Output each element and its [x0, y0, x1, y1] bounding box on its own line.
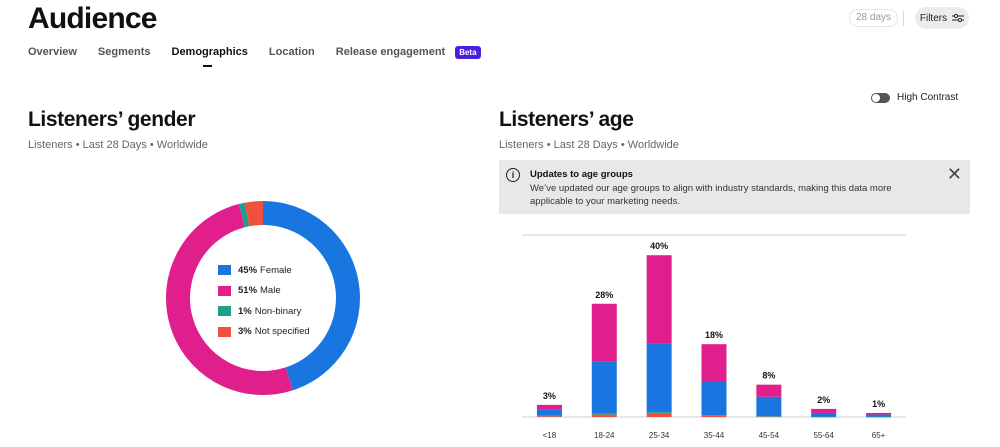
- donut-slice-not-specified: [244, 201, 264, 227]
- legend-item-male: 51% Male: [218, 281, 310, 302]
- tab-overview[interactable]: Overview: [28, 46, 77, 58]
- bar-segment-<18: [536, 404, 562, 410]
- gender-title: Listeners’ gender: [28, 108, 196, 131]
- bar-segment-18-24: [591, 413, 617, 415]
- header-divider: [903, 10, 904, 26]
- bar-value-label: 40%: [650, 241, 668, 251]
- legend-swatch-male: [218, 285, 231, 296]
- bar-segment-65+: [866, 414, 892, 417]
- gender-subtitle: Listeners • Last 28 Days • Worldwide: [28, 139, 208, 151]
- x-tick-label: 45-54: [759, 431, 780, 440]
- notice-title: Updates to age groups: [530, 169, 633, 180]
- filters-label: Filters: [919, 12, 948, 24]
- legend-label-not-specified: Not specified: [254, 326, 310, 338]
- info-icon: i: [506, 168, 520, 182]
- bar-segment-<18: [536, 409, 562, 416]
- bar-segment-45-54: [756, 416, 782, 417]
- legend-item-non-binary: 1% Non-binary: [218, 301, 310, 322]
- age-groups-notice: i Updates to age groups We’ve updated ou…: [499, 160, 970, 214]
- legend-pct-male: 51%: [238, 285, 258, 297]
- date-range-pill[interactable]: 28 days: [849, 9, 899, 27]
- bar-segment-18-24: [591, 361, 617, 414]
- age-title: Listeners’ age: [499, 108, 634, 131]
- legend-swatch-not-specified: [218, 326, 231, 337]
- bar-value-label: 18%: [705, 330, 723, 340]
- tab-demographics[interactable]: Demographics: [171, 46, 248, 67]
- tab-bar: Overview Segments Demographics Location …: [28, 44, 481, 67]
- filters-button[interactable]: Filters: [915, 7, 969, 29]
- legend-label-female: Female: [260, 264, 292, 276]
- bar-value-label: 3%: [543, 391, 556, 401]
- bar-segment-55-64: [811, 416, 837, 418]
- x-tick-label: 35-44: [704, 431, 725, 440]
- donut-slice-female: [262, 201, 360, 391]
- legend-swatch-non-binary: [218, 306, 231, 317]
- bar-segment-65+: [866, 412, 892, 415]
- tab-segments[interactable]: Segments: [97, 46, 151, 58]
- bar-segment-65+: [866, 416, 892, 418]
- x-tick-label: 18-24: [594, 431, 615, 440]
- bar-value-label: 2%: [817, 395, 830, 405]
- bar-segment-55-64: [811, 416, 837, 418]
- sliders-icon: [952, 13, 965, 23]
- x-tick-label: 55-64: [813, 431, 834, 440]
- bar-segment-25-34: [646, 255, 672, 344]
- x-tick-label: 25-34: [649, 431, 670, 440]
- age-subtitle: Listeners • Last 28 Days • Worldwide: [499, 139, 679, 151]
- high-contrast-label: High Contrast: [897, 92, 959, 103]
- bar-segment-25-34: [646, 412, 672, 417]
- toggle-switch[interactable]: [871, 92, 890, 103]
- bar-value-label: 8%: [762, 371, 775, 381]
- legend-pct-non-binary: 1%: [238, 305, 252, 317]
- donut-slice-non-binary: [238, 202, 250, 228]
- bar-segment-18-24: [591, 303, 617, 362]
- bar-segment-45-54: [756, 384, 782, 397]
- legend-item-not-specified: 3% Not specified: [218, 322, 310, 343]
- legend-label-non-binary: Non-binary: [254, 305, 302, 317]
- bar-segment-35-44: [701, 415, 727, 416]
- bar-segment-65+: [866, 416, 892, 418]
- bar-segment-45-54: [756, 416, 782, 418]
- bar-segment-55-64: [811, 412, 837, 417]
- bar-segment-25-34: [646, 343, 672, 413]
- bar-segment-<18: [536, 415, 562, 417]
- bar-segment-45-54: [756, 396, 782, 417]
- notice-text: We’ve updated our age groups to align wi…: [530, 183, 892, 207]
- gender-donut-chart: [166, 201, 360, 395]
- bar-value-label: 1%: [872, 399, 885, 409]
- bar-segment-35-44: [701, 344, 727, 382]
- legend-item-female: 45% Female: [218, 260, 310, 281]
- bar-segment-18-24: [591, 414, 617, 417]
- legend-pct-not-specified: 3%: [238, 326, 252, 338]
- bar-value-label: 28%: [595, 290, 613, 300]
- donut-slice-male: [166, 204, 293, 395]
- bar-segment-<18: [536, 416, 562, 417]
- bar-segment-55-64: [811, 408, 837, 413]
- legend-label-male: Male: [260, 285, 281, 297]
- x-tick-label: 65+: [872, 431, 886, 440]
- legend-pct-female: 45%: [238, 264, 258, 276]
- legend-swatch-female: [218, 265, 231, 276]
- bar-segment-35-44: [701, 381, 727, 416]
- bar-segment-35-44: [701, 415, 727, 417]
- tab-release-engagement[interactable]: Release engagement: [335, 46, 446, 58]
- close-icon[interactable]: ✕: [946, 164, 962, 184]
- bar-segment-25-34: [646, 412, 672, 413]
- beta-badge: Beta: [455, 45, 481, 59]
- high-contrast-toggle[interactable]: High Contrast: [871, 92, 958, 103]
- page-title: Audience: [28, 2, 157, 35]
- x-tick-label: <18: [543, 431, 557, 440]
- gender-legend: 45% Female 51% Male 1% Non-binary 3% Not…: [218, 260, 310, 342]
- tab-location[interactable]: Location: [268, 46, 315, 58]
